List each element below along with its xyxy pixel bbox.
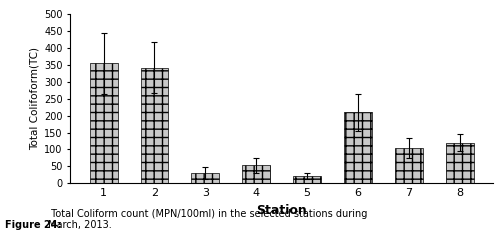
Bar [90, 63, 118, 183]
Text: Figure 24:: Figure 24: [5, 220, 61, 230]
Text: Total Coliform count (MPN/100ml) in the selected stations during
March, 2013.: Total Coliform count (MPN/100ml) in the … [48, 209, 367, 230]
Bar [446, 143, 474, 183]
X-axis label: Station: Station [257, 204, 307, 217]
Bar [140, 68, 169, 183]
Bar [191, 173, 219, 183]
Bar [344, 112, 372, 183]
Bar [293, 176, 321, 183]
Y-axis label: Total Colifoform(TC): Total Colifoform(TC) [30, 47, 40, 150]
Bar [242, 165, 270, 183]
Bar [395, 148, 423, 183]
